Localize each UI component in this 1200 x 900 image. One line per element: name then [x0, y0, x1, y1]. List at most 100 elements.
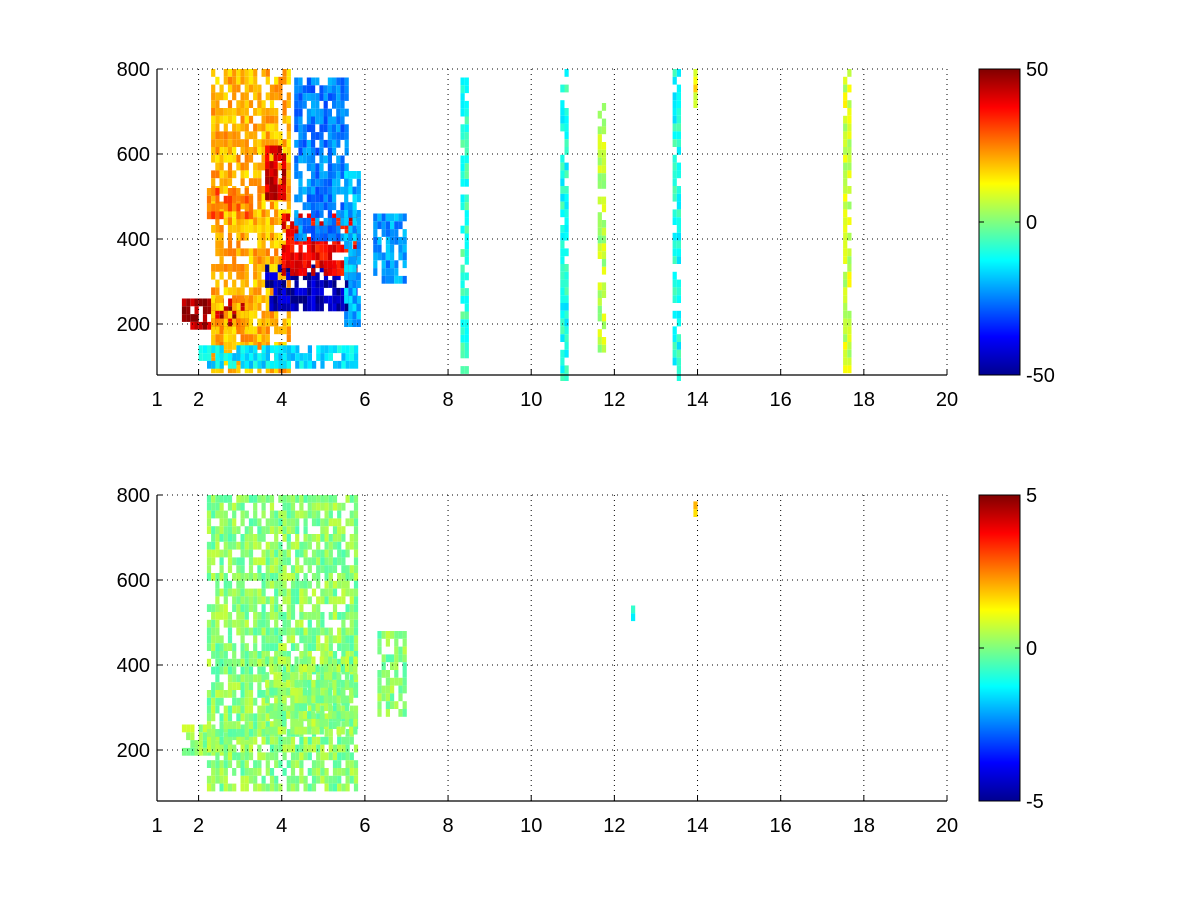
heatmap-cell: [211, 287, 216, 296]
heatmap-cell: [311, 768, 317, 776]
heatmap-cell: [302, 93, 307, 101]
heatmap-cell: [253, 84, 258, 93]
heatmap-cell: [232, 697, 237, 706]
heatmap-cell: [282, 682, 287, 690]
heatmap-cell: [843, 225, 848, 233]
heatmap-cell: [328, 682, 333, 690]
heatmap-cell: [352, 288, 357, 296]
heatmap-cell: [223, 549, 228, 558]
heatmap-cell: [236, 357, 241, 366]
heatmap-cell: [248, 697, 254, 706]
heatmap-cell: [219, 303, 224, 311]
heatmap-cell: [219, 666, 224, 675]
heatmap-cell: [381, 654, 386, 663]
heatmap-cell: [232, 209, 237, 218]
heatmap-cell: [353, 768, 359, 776]
heatmap-cell: [248, 518, 254, 527]
heatmap-cell: [278, 627, 283, 636]
heatmap-cell: [560, 287, 565, 296]
heatmap-cell: [323, 679, 329, 688]
heatmap-cell: [398, 677, 403, 686]
heatmap-cell: [215, 92, 220, 101]
heatmap-cell: [261, 690, 266, 698]
heatmap-cell: [295, 534, 300, 542]
heatmap-cell: [460, 178, 465, 187]
heatmap-cell: [223, 596, 228, 605]
heatmap-cell: [269, 139, 275, 147]
heatmap-cell: [202, 732, 208, 741]
heatmap-cell: [340, 295, 345, 304]
heatmap-cell: [336, 77, 341, 86]
heatmap-cell: [227, 209, 233, 218]
heatmap-cell: [202, 345, 207, 354]
heatmap-cell: [302, 672, 308, 680]
heatmap-cell: [236, 162, 241, 171]
heatmap-cell: [281, 244, 286, 253]
heatmap-cell: [190, 321, 195, 330]
heatmap-cell: [847, 310, 852, 319]
heatmap-cell: [227, 713, 233, 722]
heatmap-cell: [248, 211, 254, 220]
heatmap-cell: [236, 345, 241, 354]
heatmap-cell: [348, 225, 353, 234]
heatmap-cell: [286, 287, 291, 296]
heatmap-cell: [227, 76, 233, 85]
heatmap-cell: [356, 295, 361, 304]
heatmap-cell: [295, 619, 300, 628]
heatmap-cell: [294, 252, 299, 261]
heatmap-cell: [460, 171, 465, 179]
heatmap-cell: [847, 349, 852, 358]
heatmap-cell: [278, 565, 283, 573]
heatmap-cell: [672, 349, 677, 358]
heatmap-cell: [394, 213, 399, 222]
heatmap-cell: [294, 703, 299, 712]
heatmap-cell: [377, 631, 382, 639]
heatmap-cell: [460, 194, 465, 203]
heatmap-cell: [265, 651, 270, 659]
heatmap-cell: [464, 132, 469, 140]
heatmap-cell: [253, 353, 258, 361]
heatmap-cell: [298, 718, 303, 727]
heatmap-cell: [219, 534, 224, 542]
heatmap-cell: [324, 713, 329, 722]
heatmap-cell: [311, 272, 316, 281]
heatmap-cell: [219, 604, 224, 612]
heatmap-cell: [323, 85, 328, 94]
heatmap-cell: [303, 526, 308, 534]
heatmap-cell: [560, 349, 565, 358]
heatmap-cell: [337, 557, 342, 566]
heatmap-cell: [211, 69, 216, 77]
heatmap-cell: [269, 573, 275, 581]
heatmap-cell: [311, 268, 316, 276]
heatmap-cell: [244, 596, 249, 605]
heatmap-cell: [340, 132, 345, 140]
heatmap-cell: [261, 326, 266, 335]
heatmap-cell: [311, 202, 316, 211]
heatmap-cell: [265, 176, 270, 185]
heatmap-cell: [211, 123, 216, 132]
heatmap-cell: [693, 69, 698, 77]
heatmap-cell: [847, 115, 852, 124]
heatmap-cell: [227, 264, 233, 272]
heatmap-cell: [274, 627, 279, 636]
heatmap-cell: [286, 627, 291, 636]
heatmap-cell: [236, 84, 241, 93]
heatmap-cell: [232, 596, 237, 605]
heatmap-cell: [299, 604, 304, 612]
heatmap-cell: [290, 604, 296, 612]
heatmap-cell: [298, 244, 303, 253]
heatmap-cell: [274, 619, 279, 628]
heatmap-cell: [560, 225, 565, 233]
heatmap-cell: [240, 334, 245, 342]
heatmap-cell: [290, 679, 295, 688]
heatmap-cell: [261, 557, 266, 566]
heatmap-cell: [306, 108, 311, 117]
heatmap-cell: [460, 124, 465, 133]
heatmap-cell: [597, 165, 602, 174]
heatmap-cell: [269, 736, 275, 745]
heatmap-cell: [277, 303, 282, 312]
heatmap-cell: [676, 170, 681, 179]
heatmap-cell: [332, 116, 337, 125]
heatmap-cell: [282, 580, 287, 589]
heatmap-cell: [402, 677, 407, 686]
